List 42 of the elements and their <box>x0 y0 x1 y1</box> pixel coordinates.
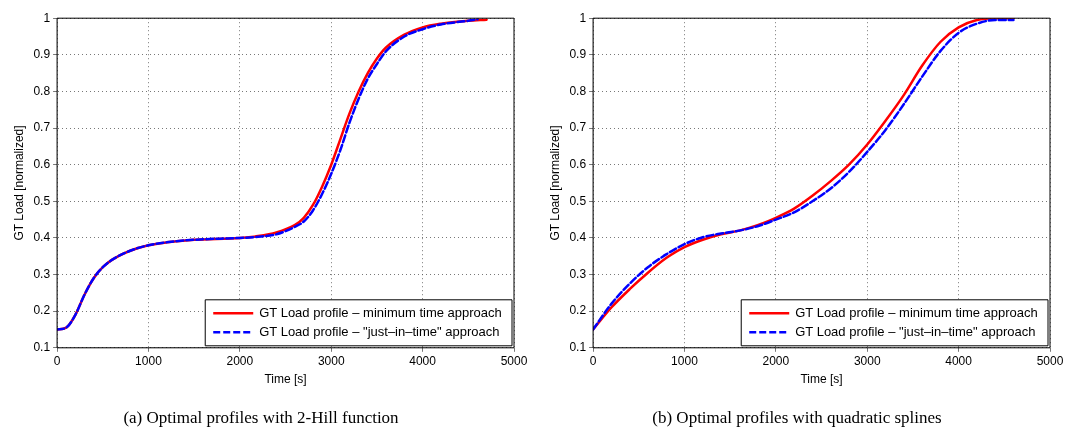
y-tick-label: 0.6 <box>33 157 51 171</box>
y-tick-label: 0.1 <box>569 340 587 355</box>
x-axis-title: Time [s] <box>264 371 307 386</box>
x-tick-label: 3000 <box>317 354 345 369</box>
y-tick-label: 0.9 <box>569 47 587 62</box>
y-tick-label: 0.3 <box>33 266 51 281</box>
text: (a) Optimal profiles with 2-Hill function <box>123 408 400 428</box>
y-tick-label: 0.7 <box>33 120 51 135</box>
y-tick-label: 0.4 <box>33 230 51 245</box>
x-axis-title: Time [s] <box>800 371 843 386</box>
text: (b) Optimal profiles with quadratic splines <box>652 408 942 428</box>
x-tick-label: 2000 <box>762 354 790 369</box>
x-tick-label: 5000 <box>1036 354 1064 369</box>
x-tick-label: 0 <box>53 354 61 369</box>
y-axis-title: GT Load [normalized] <box>547 125 562 241</box>
y-tick-label: 0.5 <box>569 193 587 208</box>
y-tick-label: 0.8 <box>33 83 51 98</box>
x-tick-label: 0 <box>589 354 597 369</box>
legend-label: GT Load profile – "just–in–time" approach <box>795 323 1036 339</box>
x-tick-label: 3000 <box>853 354 881 369</box>
y-tick-label: 0.1 <box>33 340 51 355</box>
x-tick-label: 1000 <box>135 354 163 369</box>
y-tick-label: 0.5 <box>33 193 51 208</box>
x-tick-label: 2000 <box>226 354 254 369</box>
x-tick-label: 5000 <box>500 354 528 369</box>
y-tick-label: 1 <box>43 10 51 25</box>
y-axis-title: GT Load [normalized] <box>11 125 26 241</box>
y-tick-label: 0.3 <box>569 266 587 281</box>
x-tick-label: 4000 <box>945 354 973 369</box>
y-tick-label: 0.7 <box>569 120 587 135</box>
y-tick-label: 0.2 <box>569 303 587 318</box>
legend-label: GT Load profile – minimum time approach <box>795 304 1038 320</box>
y-tick-label: 0.2 <box>33 303 51 318</box>
y-tick-label: 0.6 <box>569 157 587 171</box>
legend-label: GT Load profile – minimum time approach <box>259 304 502 320</box>
x-tick-label: 1000 <box>671 354 699 369</box>
y-tick-label: 0.4 <box>569 230 587 245</box>
y-tick-label: 1 <box>579 10 587 25</box>
legend-label: GT Load profile – "just–in–time" approach <box>259 323 500 339</box>
y-tick-label: 0.8 <box>569 83 587 98</box>
y-tick-label: 0.9 <box>33 47 51 62</box>
x-tick-label: 4000 <box>409 354 437 369</box>
